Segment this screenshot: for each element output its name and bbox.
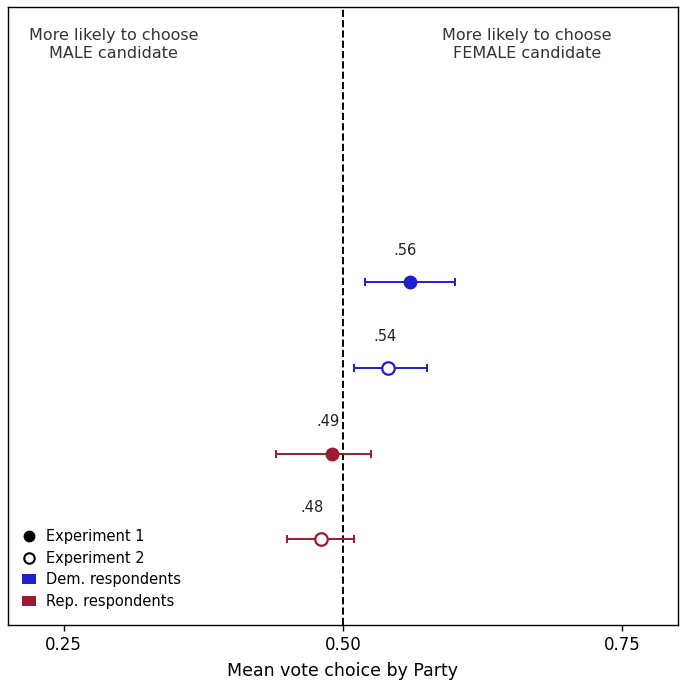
- Text: .54: .54: [373, 328, 396, 344]
- Text: .56: .56: [393, 243, 416, 258]
- Text: .49: .49: [316, 414, 339, 429]
- Text: .48: .48: [301, 500, 323, 515]
- Text: More likely to choose
MALE candidate: More likely to choose MALE candidate: [29, 28, 199, 61]
- Legend: Experiment 1, Experiment 2, Dem. respondents, Rep. respondents: Experiment 1, Experiment 2, Dem. respond…: [22, 529, 182, 609]
- Text: More likely to choose
FEMALE candidate: More likely to choose FEMALE candidate: [443, 28, 612, 61]
- X-axis label: Mean vote choice by Party: Mean vote choice by Party: [227, 662, 458, 680]
